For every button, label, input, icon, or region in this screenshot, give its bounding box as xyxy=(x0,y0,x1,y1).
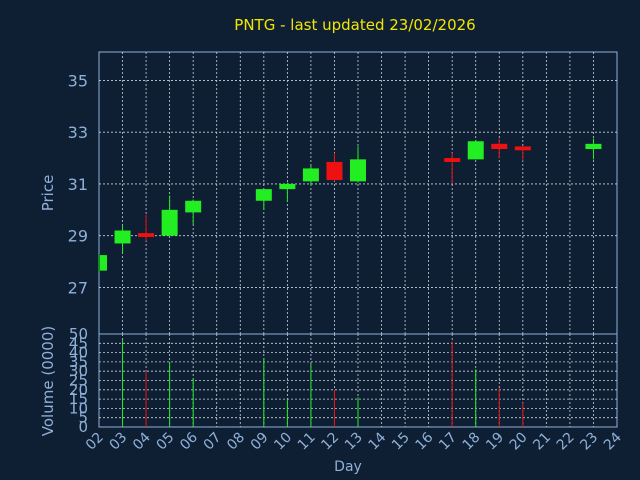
candle-body xyxy=(514,146,531,151)
price-y-tick-labels: 27 29 31 33 35 xyxy=(68,71,88,297)
volume-y-tick-label: 30 xyxy=(69,362,88,380)
volume-y-tick-label: 15 xyxy=(69,390,88,408)
candle-body xyxy=(114,230,131,244)
candle-body xyxy=(255,189,272,201)
price-y-tick-label: 33 xyxy=(68,123,88,142)
candle-12 xyxy=(326,152,343,182)
candle-body xyxy=(161,209,178,236)
candle-04 xyxy=(138,214,155,241)
candle-17 xyxy=(444,152,461,184)
volume-y-tick-label: 50 xyxy=(69,325,88,343)
volume-y-tick-label: 20 xyxy=(69,381,88,399)
candle-body xyxy=(100,255,107,271)
candle-body xyxy=(350,159,366,182)
volume-y-tick-label: 10 xyxy=(69,399,88,417)
candle-06 xyxy=(185,199,202,225)
volume-y-tick-label: 5 xyxy=(78,409,88,427)
candle-body xyxy=(279,183,296,190)
candle-02 xyxy=(98,253,107,272)
volume-y-tick-label: 40 xyxy=(69,344,88,362)
x-axis-label: Day xyxy=(334,459,362,475)
candle-body xyxy=(444,158,461,162)
candle-body xyxy=(326,161,343,181)
candle-05 xyxy=(161,195,178,236)
price-y-tick-label: 29 xyxy=(68,227,88,246)
price-y-tick-label: 31 xyxy=(68,175,88,194)
candle-body xyxy=(302,168,319,182)
candle-03 xyxy=(114,225,131,253)
volume-y-tick-label: 45 xyxy=(69,334,88,352)
candle-09 xyxy=(255,189,272,210)
candle-body xyxy=(185,200,202,213)
candle-body xyxy=(138,233,155,237)
volume-y-tick-label: 0 xyxy=(78,418,88,436)
volume-y-tick-label: 25 xyxy=(69,372,88,390)
candle-body xyxy=(585,143,602,150)
price-y-tick-label: 35 xyxy=(68,71,88,90)
candle-body xyxy=(491,143,508,150)
chart-title: PNTG - last updated 23/02/2026 xyxy=(234,16,475,34)
candles xyxy=(98,138,602,272)
candle-18 xyxy=(467,139,484,160)
candle-20 xyxy=(514,146,531,161)
candle-13 xyxy=(350,146,366,183)
volume-bars xyxy=(122,339,524,427)
price-y-tick-label: 27 xyxy=(68,278,88,297)
candle-body xyxy=(467,141,484,160)
price-grid xyxy=(99,52,617,334)
volume-y-axis-label: Volume (0000) xyxy=(39,326,57,436)
candle-19 xyxy=(491,138,508,159)
candle-11 xyxy=(302,165,319,186)
candle-23 xyxy=(585,138,602,160)
price-panel: 27 29 31 33 35 Price xyxy=(39,51,618,335)
volume-y-tick-label: 35 xyxy=(69,353,88,371)
x-tick-labels: 02 03 04 05 06 07 08 09 10 11 12 13 14 15 16 17 18 19 20 21… xyxy=(83,429,625,453)
candle-10 xyxy=(279,182,296,203)
price-y-axis-label: Price xyxy=(39,175,57,212)
